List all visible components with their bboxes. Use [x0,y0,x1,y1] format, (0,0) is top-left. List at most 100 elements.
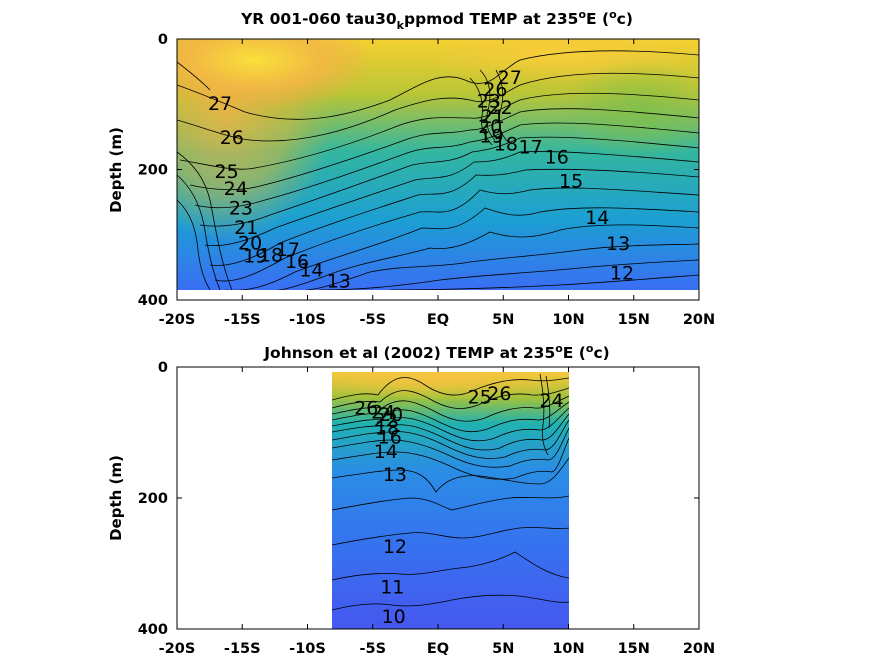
bottom-panel: Johnson et al (2002) TEMP at 235oE (oc) [107,342,715,656]
bottom-contour-label: 13 [383,464,407,486]
top-contour-label: 16 [545,146,569,168]
top-contour-label: 13 [606,233,630,255]
top-x-tick-label: -5S [359,312,386,328]
bottom-x-axis: -20S -15S -10S -5S EQ 5N 10N 15N 20N [159,367,715,656]
top-contour-label: 15 [559,171,583,193]
top-x-axis: -20S -15S -10S -5S EQ 5N 10N 15N 20N [159,39,715,328]
top-contour-label: 12 [610,263,634,285]
top-contour-label: 17 [276,239,300,261]
bottom-isotherms [332,373,569,611]
bottom-warm-surface [332,372,569,400]
top-contour-labels: 2726252423212019181716141327262322212019… [208,67,634,292]
top-title-sub: k [397,19,405,32]
bottom-contour-label: 20 [379,404,403,426]
top-contour-label: 20 [238,233,262,255]
top-x-tick-label: 5N [492,312,514,328]
top-contour-label: 25 [214,161,238,183]
bottom-contour-label: 24 [539,390,563,412]
bottom-x-tick-label: 15N [618,641,650,656]
top-contour-label: 19 [243,246,267,268]
top-y-tick-label: 400 [138,293,168,309]
top-panel: YR 001-060 tau30kppmod TEMP at 235oE (oc… [107,8,715,328]
top-x-tick-label: -20S [159,312,196,328]
top-contour-label: 18 [259,244,283,266]
top-y-tick-label: 200 [138,163,168,179]
svg-text:YR 001-060 tau30kppmod TEMP at: YR 001-060 tau30kppmod TEMP at 235oE (oc… [240,8,633,32]
top-contour-label: 26 [220,127,244,149]
top-y-axis-label: Depth (m) [107,127,125,213]
top-x-tick-label: EQ [427,312,449,328]
top-contour-label: 21 [481,106,505,128]
top-contour-label: 26 [483,79,507,101]
bottom-x-tick-label: -5S [359,641,386,656]
top-contour-label: 18 [494,133,518,155]
svg-text:Johnson et al (2002) TEMP at 2: Johnson et al (2002) TEMP at 235oE (oc) [263,342,609,362]
top-contour-label: 21 [234,217,258,239]
bottom-x-tick-label: 10N [552,641,584,656]
top-chart-title: YR 001-060 tau30kppmod TEMP at 235oE (oc… [240,8,633,32]
bottom-contour-label: 24 [371,402,395,424]
bottom-contour-label: 26 [487,383,511,405]
bottom-y-tick-label: 0 [158,360,168,376]
top-x-tick-label: 10N [552,312,584,328]
top-contour-label: 23 [477,90,501,112]
bottom-x-tick-label: EQ [427,641,449,656]
top-x-tick-label: -10S [289,312,326,328]
top-contour-field: 2726252423212019181716141327262322212019… [177,39,699,292]
top-contour-label: 20 [478,116,502,138]
bottom-contour-label: 18 [375,417,399,439]
bottom-title-sup1: o [555,342,563,355]
bottom-x-tick-label: 20N [683,641,715,656]
bottom-title-c: c) [593,344,609,362]
top-contour-label: 27 [208,93,232,115]
top-contour-label: 24 [224,178,248,200]
top-contour-label: 14 [299,259,323,281]
top-title-mid: ppmod TEMP at 235 [404,10,578,28]
top-contour-label: 16 [285,251,309,273]
bottom-contour-label: 16 [378,426,402,448]
bottom-title-main: Johnson et al (2002) TEMP at 235 [263,344,555,362]
top-title-sup2: o [609,8,617,21]
bottom-contour-label: 11 [380,576,404,598]
top-title-e: E ( [586,10,609,28]
top-contour-label: 22 [489,97,513,119]
top-x-tick-label: 15N [618,312,650,328]
bottom-title-sup2: o [586,342,594,355]
top-isotherms [177,50,699,290]
bottom-contour-label: 26 [354,398,378,420]
bottom-y-tick-label: 400 [138,622,168,638]
bottom-y-tick-label: 200 [138,491,168,507]
bottom-title-e: E ( [563,344,586,362]
top-contour-label: 23 [229,197,253,219]
top-green-north [560,60,699,160]
bottom-contour-label: 14 [374,441,398,463]
top-title-c: c) [617,10,633,28]
top-contour-label: 13 [327,270,351,292]
bottom-color-field [332,372,569,629]
bottom-x-tick-label: -20S [159,641,196,656]
top-contour-label: 19 [479,126,503,148]
bottom-x-tick-label: 5N [492,641,514,656]
bottom-contour-label: 22 [374,409,398,431]
top-title-sup1: o [578,8,586,21]
bottom-x-tick-label: -15S [224,641,261,656]
bottom-y-axis-label: Depth (m) [107,455,125,541]
bottom-contour-label: 12 [383,536,407,558]
top-x-tick-label: -15S [224,312,261,328]
bottom-chart-title: Johnson et al (2002) TEMP at 235oE (oc) [263,342,609,362]
top-x-tick-label: 20N [683,312,715,328]
top-contour-label: 14 [585,207,609,229]
top-warm-surface-south [177,39,375,110]
top-contour-label: 17 [519,137,543,159]
top-title-main: YR 001-060 tau30 [240,10,397,28]
bottom-contour-label: 10 [382,606,406,628]
top-y-tick-label: 0 [158,32,168,48]
bottom-y-axis: 0 200 400 [138,360,699,638]
bottom-x-tick-label: -10S [289,641,326,656]
top-y-axis: 0 200 400 [138,32,699,309]
bottom-contour-label: 25 [468,386,492,408]
top-contour-label: 27 [498,67,522,89]
